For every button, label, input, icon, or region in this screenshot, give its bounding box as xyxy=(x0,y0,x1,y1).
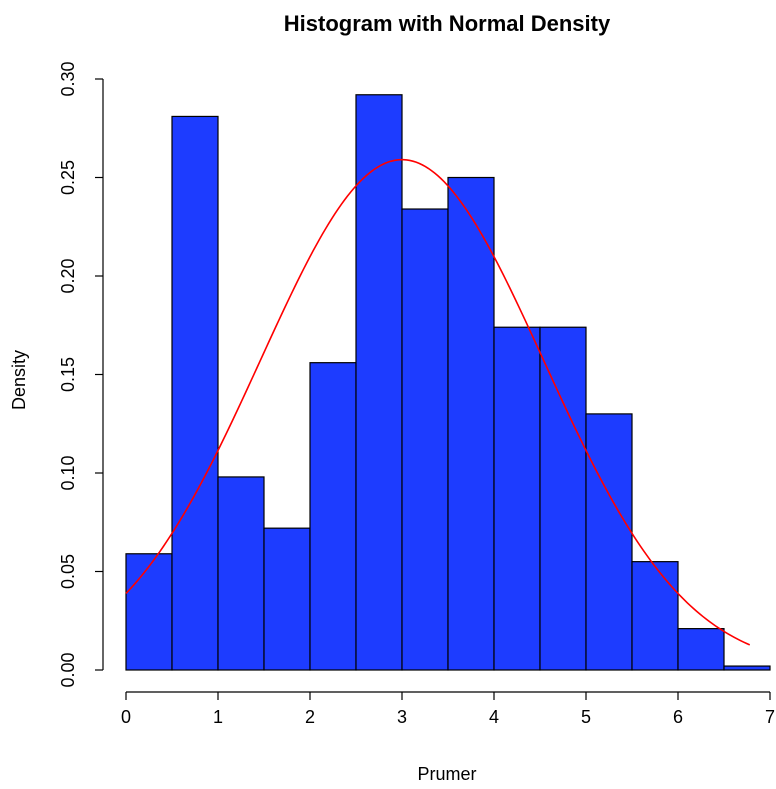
histogram-bar xyxy=(631,561,679,671)
histogram-bar xyxy=(263,527,311,671)
histogram-bar xyxy=(493,326,541,671)
histogram-bar xyxy=(723,665,771,671)
x-tick-label: 2 xyxy=(305,707,315,727)
histogram-bar xyxy=(539,326,587,671)
bars-group xyxy=(125,94,771,671)
y-tick-label: 0.10 xyxy=(58,455,78,490)
y-tick-label: 0.25 xyxy=(58,160,78,195)
x-axis-label: Prumer xyxy=(417,764,476,784)
y-tick-label: 0.15 xyxy=(58,357,78,392)
y-tick-label: 0.30 xyxy=(58,61,78,96)
histogram-bar xyxy=(585,413,633,671)
histogram-bar xyxy=(217,476,265,671)
x-tick-label: 1 xyxy=(213,707,223,727)
density-curve-group xyxy=(125,158,751,646)
histogram-bar xyxy=(309,362,357,671)
y-tick-label: 0.05 xyxy=(58,554,78,589)
histogram-bar xyxy=(355,94,403,671)
y-tick-label: 0.00 xyxy=(58,652,78,687)
y-axis: 0.00 0.05 0.10 0.15 0.20 0.25 0.30 xyxy=(58,61,104,688)
x-tick-label: 0 xyxy=(121,707,131,727)
normal-density-curve xyxy=(125,158,751,646)
x-tick-label: 7 xyxy=(765,707,775,727)
histogram-bar xyxy=(447,176,495,671)
histogram-bar xyxy=(401,208,449,671)
y-tick-label: 0.20 xyxy=(58,258,78,293)
histogram-bar xyxy=(125,553,173,671)
histogram-bar xyxy=(171,115,219,671)
x-tick-label: 6 xyxy=(673,707,683,727)
x-tick-label: 4 xyxy=(489,707,499,727)
x-tick-label: 5 xyxy=(581,707,591,727)
x-tick-label: 3 xyxy=(397,707,407,727)
y-axis-label: Density xyxy=(9,350,29,410)
histogram-bar xyxy=(677,628,725,671)
x-axis: 0 1 2 3 4 5 6 7 xyxy=(121,691,775,727)
chart-title: Histogram with Normal Density xyxy=(284,11,611,36)
